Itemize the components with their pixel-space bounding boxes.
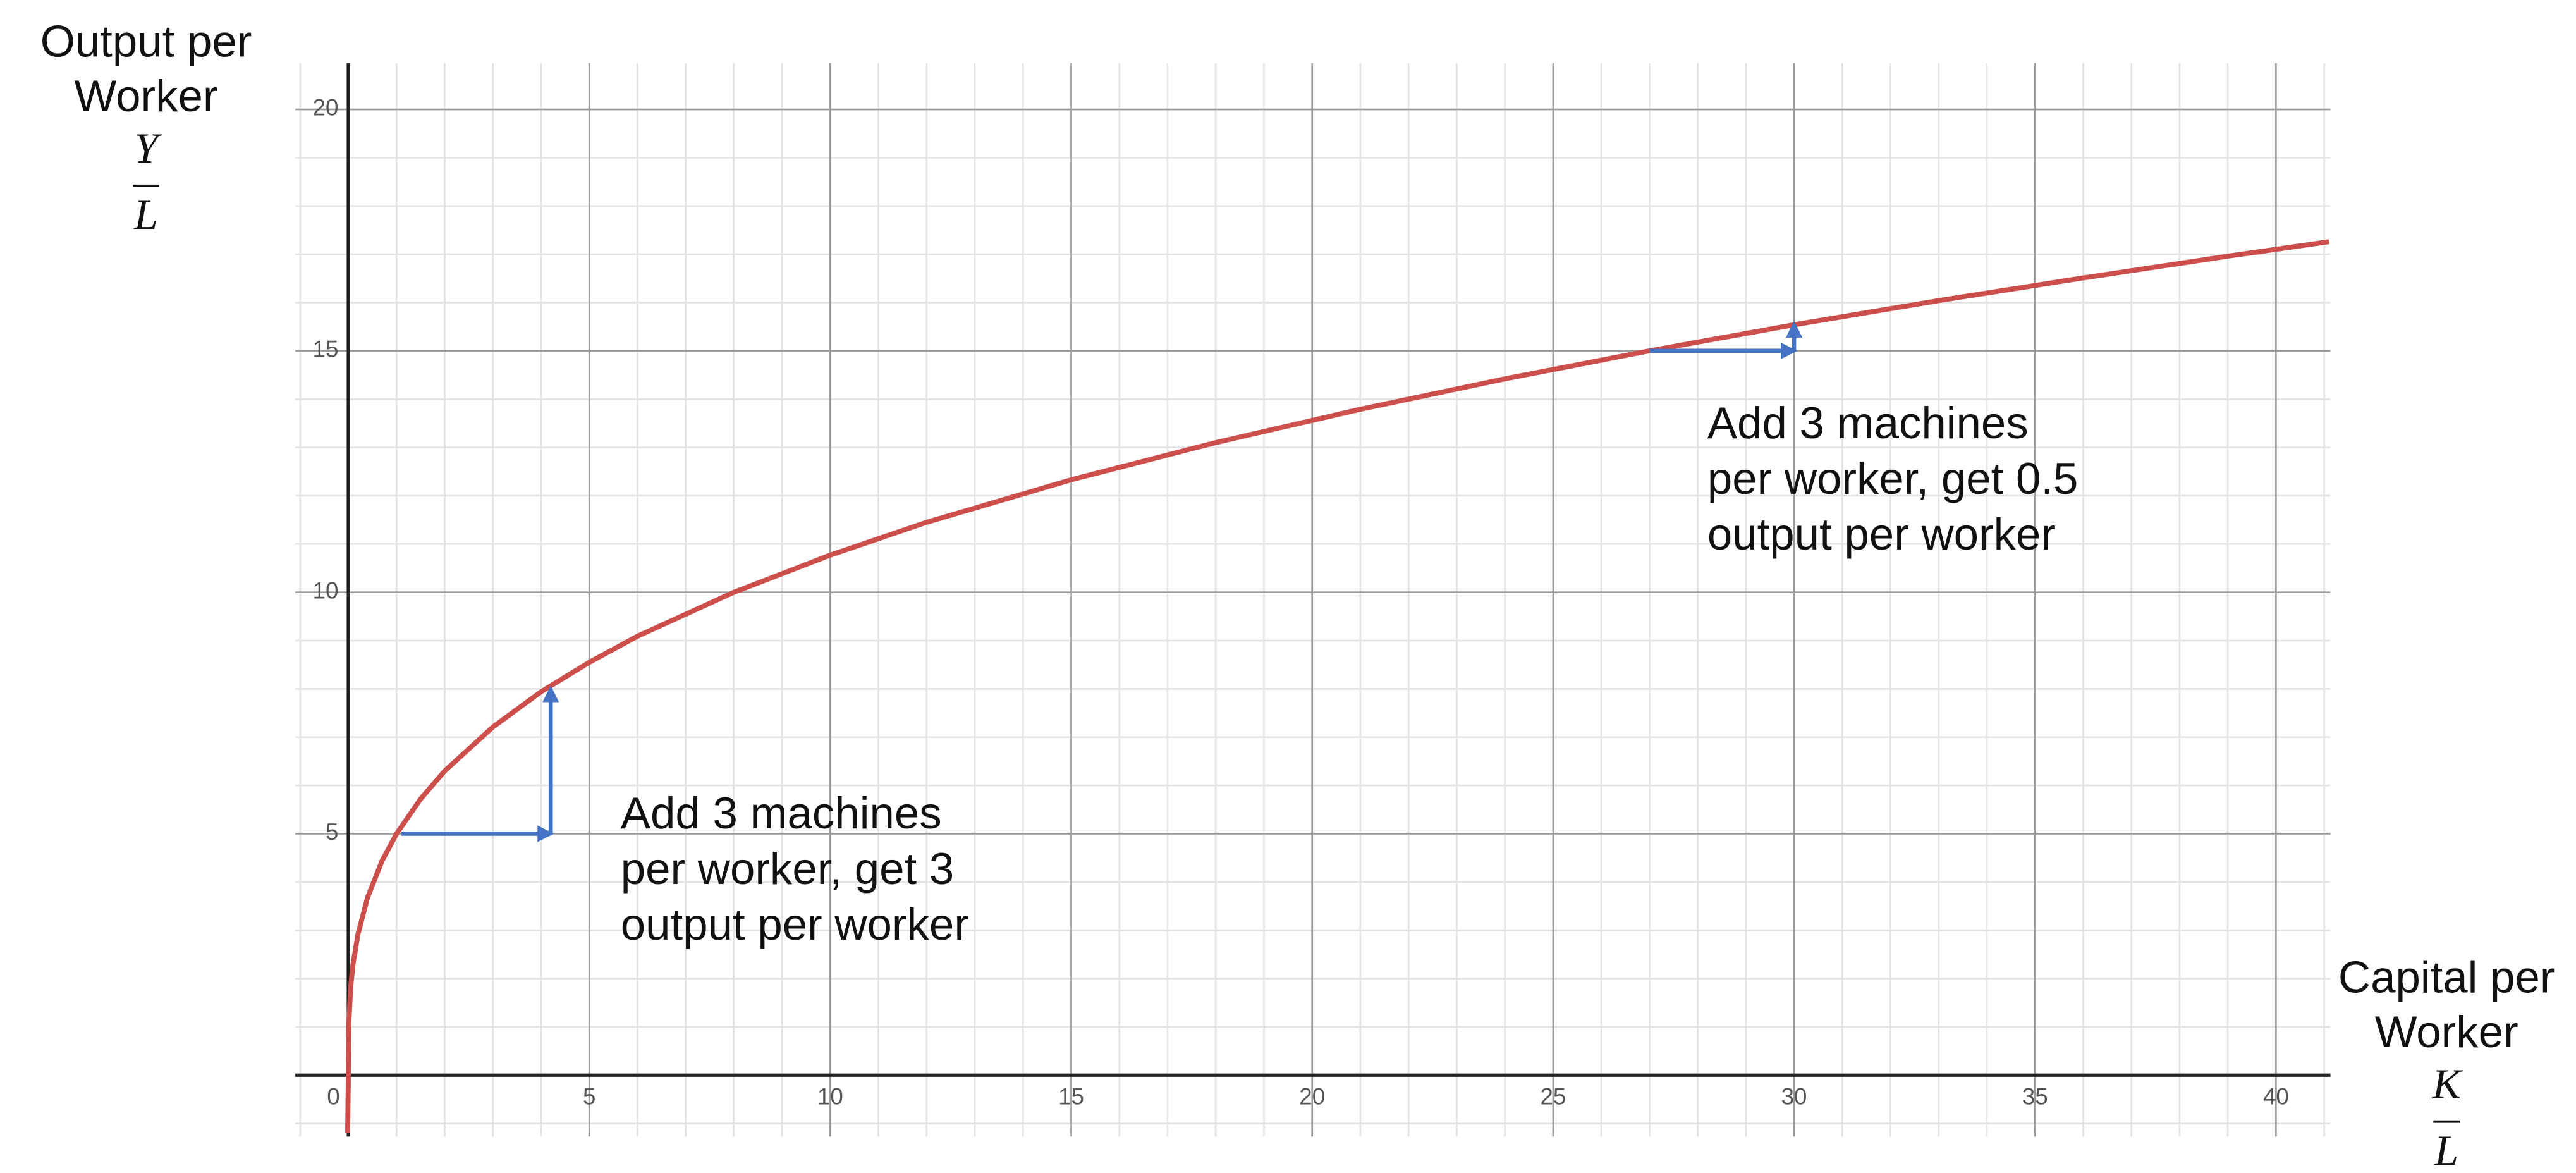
annotation: Add 3 machines per worker, get 3 output pe… <box>621 789 969 950</box>
axis-label-denominator: L <box>2434 1126 2458 1173</box>
annotation-line: per worker, get 0.5 <box>1707 454 2079 504</box>
axis-label: Capital per <box>2338 952 2555 1002</box>
annotation: Add 3 machines per worker, get 0.5 output … <box>1707 398 2079 560</box>
y-tick-label: 20 <box>313 95 339 121</box>
x-tick-label: 20 <box>1299 1084 1325 1110</box>
y-tick-label: 15 <box>313 336 339 362</box>
axis-label: Worker <box>2375 1007 2518 1057</box>
x-tick-label: 25 <box>1540 1084 1566 1110</box>
axis-label: Output per <box>40 17 252 67</box>
annotation-line: Add 3 machines <box>1707 398 2029 448</box>
x-tick-label: 10 <box>817 1084 843 1110</box>
x-tick-label: 15 <box>1058 1084 1084 1110</box>
x-tick-label: 35 <box>2022 1084 2048 1110</box>
grid <box>295 63 2331 1137</box>
curve <box>345 239 2329 1133</box>
axis-label: Worker <box>75 71 218 121</box>
x-tick-label: 0 <box>327 1084 339 1110</box>
plot: Add 3 machines per worker, get 3 output pe… <box>345 239 2329 1133</box>
axis-label-denominator: L <box>133 190 158 238</box>
y-tick-label: 5 <box>326 819 338 845</box>
annotation-line: output per worker <box>1707 509 2056 559</box>
y-tick-label: 10 <box>313 577 339 603</box>
axis-label-numerator: Y <box>134 124 162 172</box>
x-tick-label: 40 <box>2263 1084 2289 1110</box>
x-tick-label: 5 <box>583 1084 595 1110</box>
axis-label-numerator: K <box>2431 1060 2463 1108</box>
annotation-line: Add 3 machines <box>621 789 942 838</box>
annotation-line: per worker, get 3 <box>621 844 955 894</box>
annotation-line: output per worker <box>621 899 969 949</box>
x-tick-label: 30 <box>1781 1084 1807 1110</box>
